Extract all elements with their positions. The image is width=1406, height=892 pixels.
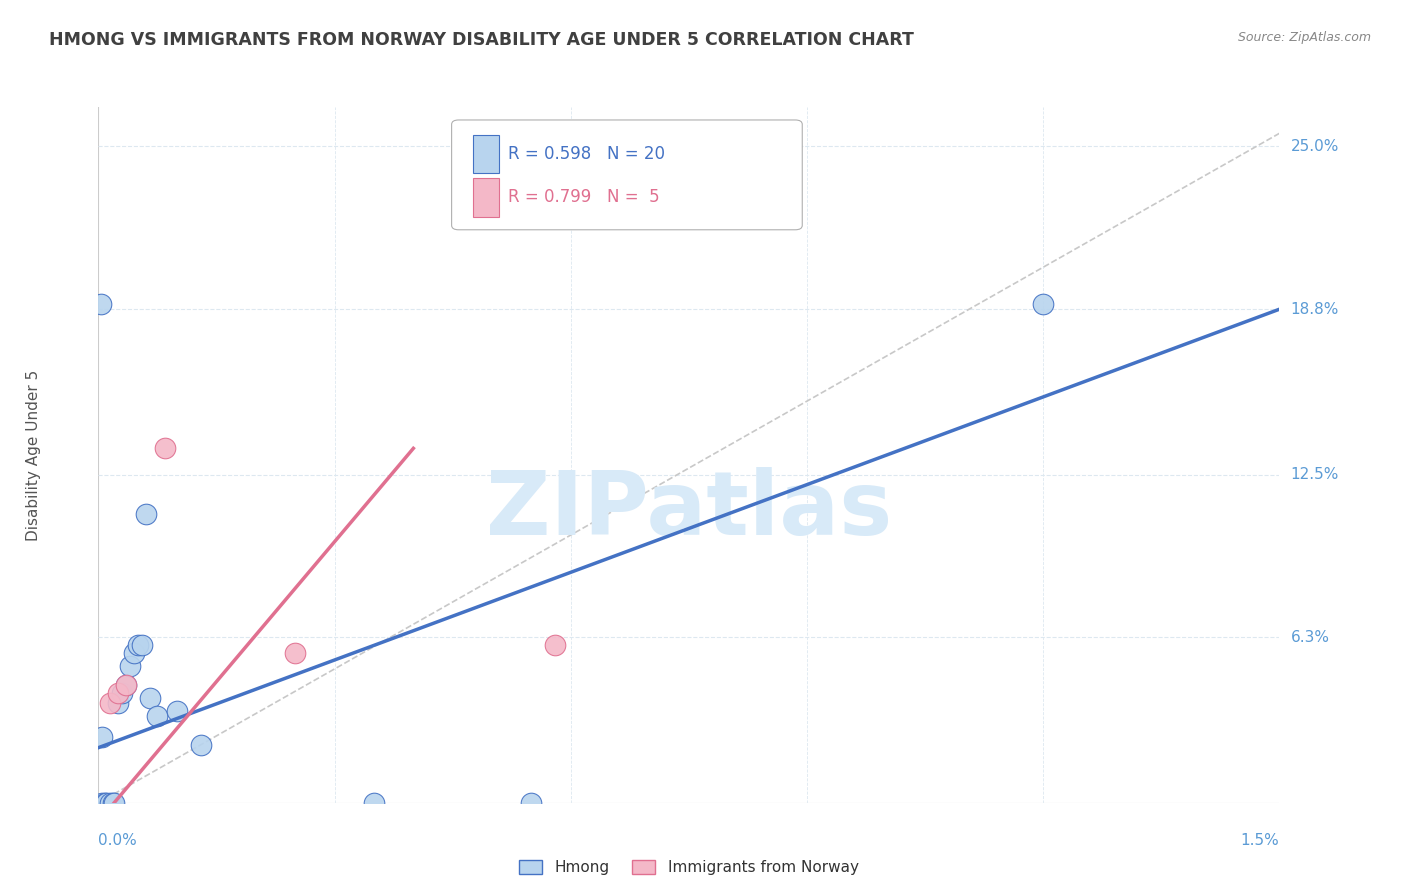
Text: 12.5%: 12.5% [1291,467,1339,482]
Point [520,796,543,810]
Point [107,696,129,710]
Legend: Hmong, Immigrants from Norway: Hmong, Immigrants from Norway [519,860,859,875]
Point [118,659,141,673]
Point [107,685,129,699]
Point [146,709,169,723]
Text: 18.8%: 18.8% [1291,301,1339,317]
Text: HMONG VS IMMIGRANTS FROM NORWAY DISABILITY AGE UNDER 5 CORRELATION CHART: HMONG VS IMMIGRANTS FROM NORWAY DISABILI… [49,31,914,49]
Text: R = 0.598   N = 20: R = 0.598 N = 20 [508,145,665,162]
Point [115,678,138,692]
Point [90,297,112,311]
Point [127,638,149,652]
Text: 25.0%: 25.0% [1291,139,1339,154]
Point [93,796,115,810]
Text: R = 0.799   N =  5: R = 0.799 N = 5 [508,188,659,206]
Point [155,442,177,456]
Point [135,507,157,521]
Text: 6.3%: 6.3% [1291,630,1330,645]
Point [98,796,121,810]
Point [190,738,212,752]
Text: 0.0%: 0.0% [98,833,138,848]
Point [138,690,160,705]
Point [115,678,138,692]
Point [96,796,118,810]
Point [1032,297,1054,311]
Point [131,638,153,652]
Point [363,796,385,810]
Point [111,685,134,699]
Point [101,796,124,810]
Point [98,696,121,710]
Point [166,704,188,718]
Point [103,796,125,810]
Text: 1.5%: 1.5% [1240,833,1279,848]
Point [91,796,114,810]
Point [284,646,307,660]
Text: ZIPatlas: ZIPatlas [486,467,891,554]
Point [91,730,114,744]
Text: Disability Age Under 5: Disability Age Under 5 [25,369,41,541]
Text: Source: ZipAtlas.com: Source: ZipAtlas.com [1237,31,1371,45]
Point [544,638,567,652]
Point [122,646,145,660]
